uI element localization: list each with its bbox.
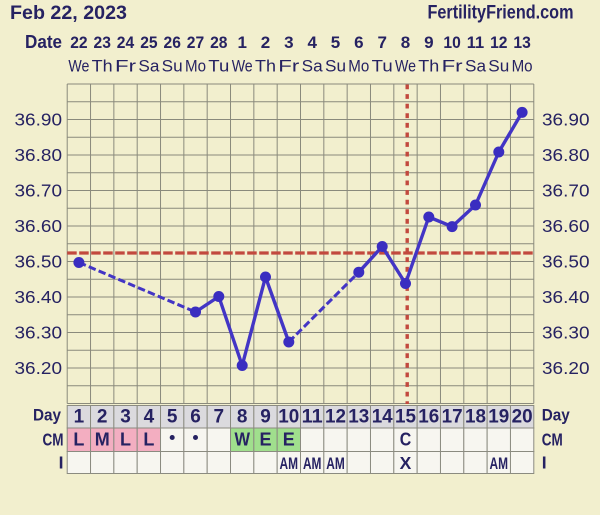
- svg-text:CM: CM: [43, 429, 64, 449]
- svg-text:2: 2: [261, 33, 270, 52]
- svg-text:AM: AM: [326, 454, 345, 473]
- svg-text:CM: CM: [542, 429, 563, 449]
- svg-text:28: 28: [210, 33, 227, 52]
- svg-text:1: 1: [74, 407, 85, 428]
- svg-text:20: 20: [512, 407, 533, 428]
- svg-text:36.70: 36.70: [542, 180, 590, 200]
- svg-text:11: 11: [467, 33, 484, 52]
- svg-text:AM: AM: [490, 454, 509, 473]
- svg-text:36.90: 36.90: [542, 109, 590, 129]
- svg-text:36.80: 36.80: [542, 145, 590, 165]
- svg-text:13: 13: [513, 33, 530, 52]
- svg-text:Tu: Tu: [372, 58, 393, 76]
- svg-text:5: 5: [167, 407, 178, 428]
- svg-text:19: 19: [488, 407, 509, 428]
- svg-text:Tu: Tu: [208, 58, 229, 76]
- svg-text:Day: Day: [542, 406, 570, 425]
- svg-text:Fr: Fr: [278, 58, 300, 76]
- svg-text:11: 11: [302, 407, 323, 428]
- svg-text:E: E: [283, 430, 295, 450]
- svg-text:13: 13: [348, 407, 369, 428]
- svg-text:AM: AM: [303, 454, 322, 473]
- svg-text:36.40: 36.40: [15, 287, 63, 307]
- svg-text:17: 17: [442, 407, 463, 428]
- svg-text:4: 4: [307, 33, 317, 52]
- svg-text:Day: Day: [33, 406, 61, 425]
- svg-text:36.40: 36.40: [542, 287, 590, 307]
- svg-text:Th: Th: [92, 58, 113, 76]
- svg-text:36.50: 36.50: [542, 251, 590, 271]
- svg-text:L: L: [73, 430, 84, 450]
- svg-text:15: 15: [395, 407, 416, 428]
- svg-text:36.20: 36.20: [542, 358, 590, 378]
- svg-text:Sa: Sa: [138, 58, 160, 76]
- svg-text:Date: Date: [25, 32, 62, 52]
- svg-text:6: 6: [354, 33, 363, 52]
- svg-text:Mo: Mo: [348, 58, 369, 76]
- svg-text:36.30: 36.30: [542, 322, 590, 342]
- svg-text:7: 7: [214, 407, 225, 428]
- svg-text:We: We: [68, 58, 89, 76]
- svg-text:AM: AM: [280, 454, 299, 473]
- svg-text:6: 6: [190, 407, 201, 428]
- svg-text:X: X: [400, 453, 412, 473]
- svg-text:36.50: 36.50: [15, 251, 63, 271]
- svg-text:I: I: [59, 453, 64, 473]
- svg-text:4: 4: [144, 407, 155, 428]
- svg-text:Sa: Sa: [465, 58, 487, 76]
- svg-text:36.80: 36.80: [15, 145, 63, 165]
- svg-text:36.20: 36.20: [15, 358, 63, 378]
- svg-text:36.60: 36.60: [542, 216, 590, 236]
- svg-text:Mo: Mo: [512, 58, 533, 76]
- svg-text:1: 1: [237, 33, 246, 52]
- svg-text:We: We: [395, 58, 416, 76]
- svg-text:24: 24: [117, 33, 135, 52]
- svg-text:12: 12: [325, 407, 346, 428]
- svg-text:16: 16: [418, 407, 439, 428]
- svg-text:E: E: [259, 430, 271, 450]
- svg-text:36.70: 36.70: [15, 180, 63, 200]
- svg-text:Th: Th: [255, 58, 276, 76]
- svg-text:10: 10: [443, 33, 460, 52]
- svg-text:22: 22: [70, 33, 87, 52]
- svg-text:7: 7: [377, 33, 386, 52]
- svg-text:2: 2: [97, 407, 108, 428]
- svg-text:27: 27: [187, 33, 204, 52]
- svg-text:Fr: Fr: [442, 58, 464, 76]
- svg-text:26: 26: [164, 33, 181, 52]
- svg-text:I: I: [542, 453, 547, 473]
- svg-text:Th: Th: [418, 58, 439, 76]
- svg-text:10: 10: [278, 407, 299, 428]
- svg-text:23: 23: [94, 33, 111, 52]
- svg-text:Su: Su: [162, 58, 183, 76]
- svg-text:3: 3: [284, 33, 293, 52]
- svg-text:12: 12: [490, 33, 507, 52]
- svg-text:14: 14: [372, 407, 393, 428]
- svg-text:FertilityFriend.com: FertilityFriend.com: [428, 3, 574, 24]
- svg-text:8: 8: [237, 407, 248, 428]
- svg-text:Su: Su: [325, 58, 346, 76]
- svg-text:8: 8: [401, 33, 410, 52]
- svg-text:C: C: [400, 430, 412, 450]
- svg-text:25: 25: [140, 33, 157, 52]
- svg-text:Su: Su: [488, 58, 509, 76]
- svg-text:3: 3: [120, 407, 131, 428]
- svg-text:L: L: [120, 430, 131, 450]
- svg-text:36.30: 36.30: [15, 322, 63, 342]
- svg-text:Fr: Fr: [115, 58, 137, 76]
- svg-text:5: 5: [331, 33, 340, 52]
- svg-text:36.90: 36.90: [15, 109, 63, 129]
- svg-text:9: 9: [260, 407, 271, 428]
- svg-text:9: 9: [424, 33, 433, 52]
- svg-text:Sa: Sa: [302, 58, 324, 76]
- svg-text:18: 18: [465, 407, 486, 428]
- svg-text:We: We: [232, 58, 253, 76]
- svg-text:L: L: [143, 430, 154, 450]
- svg-text:36.60: 36.60: [15, 216, 63, 236]
- svg-text:W: W: [234, 430, 250, 450]
- svg-text:Mo: Mo: [185, 58, 206, 76]
- svg-text:Feb 22, 2023: Feb 22, 2023: [10, 3, 127, 24]
- svg-text:M: M: [95, 430, 110, 450]
